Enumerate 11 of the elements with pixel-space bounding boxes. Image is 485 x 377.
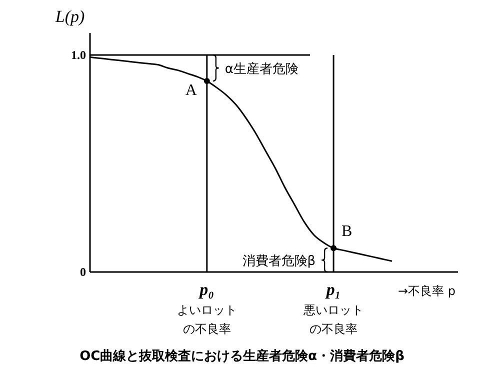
annotation: α生産者危険 [224, 61, 298, 78]
annotation: 消費者危険β [242, 254, 316, 270]
x-tick-label: p₁ 悪いロットの不良率 [302, 280, 364, 336]
x-axis-title: →不良率 p [398, 284, 456, 298]
y-axis-title: L(p) [54, 7, 85, 26]
annotation: B [342, 223, 352, 240]
x-tick-label: p₀ よいロットの不良率 [176, 280, 237, 336]
y-tick-label: 1.0 [71, 48, 86, 62]
annotation: A [185, 82, 198, 100]
y-tick-label: 0 [80, 265, 86, 279]
text: OC曲線と抜取検査における生産者危険α・消費者危険β [80, 348, 404, 364]
